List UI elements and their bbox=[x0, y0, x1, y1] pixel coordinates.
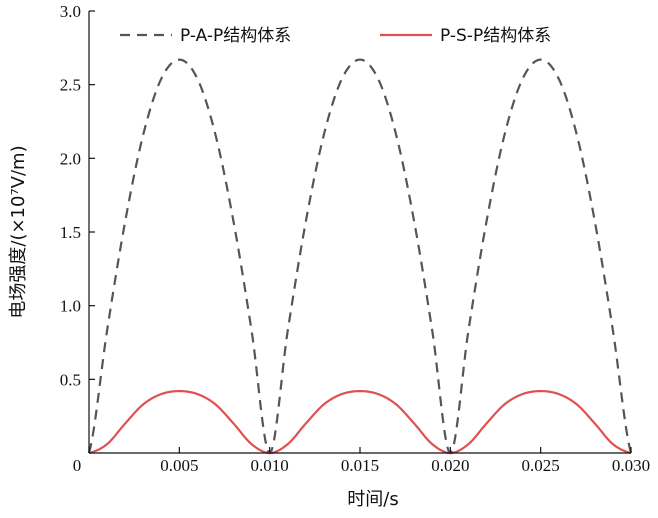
y-ticks: 0.5 1.0 1.5 2.0 2.5 3.0 bbox=[60, 2, 95, 389]
y-tick-label: 2.5 bbox=[60, 76, 81, 95]
series-line-2 bbox=[88, 390, 632, 455]
y-tick-label: 2.0 bbox=[60, 149, 81, 168]
legend-label-1: P-A-P结构体系 bbox=[180, 26, 291, 46]
x-tick-label: 0.020 bbox=[431, 456, 469, 475]
series-line-1 bbox=[87, 58, 633, 455]
legend-label-2: P-S-P结构体系 bbox=[440, 26, 551, 46]
legend: P-A-P结构体系 P-S-P结构体系 bbox=[120, 26, 551, 46]
x-tick-label: 0.015 bbox=[341, 456, 379, 475]
x-axis-title: 时间/s bbox=[347, 489, 398, 510]
origin-label: 0 bbox=[73, 456, 82, 475]
x-tick-label: 0.010 bbox=[251, 456, 289, 475]
y-axis-title: 电场强度/(×10⁷V/m) bbox=[8, 145, 29, 318]
y-tick-label: 0.5 bbox=[60, 370, 81, 389]
axes bbox=[88, 11, 631, 454]
y-tick-label: 1.0 bbox=[60, 297, 81, 316]
plot-area bbox=[87, 58, 633, 455]
y-tick-label: 1.5 bbox=[60, 223, 81, 242]
x-tick-label: 0.005 bbox=[160, 456, 198, 475]
x-tick-label: 0.030 bbox=[612, 456, 650, 475]
y-tick-label: 3.0 bbox=[60, 2, 81, 21]
x-tick-label: 0.025 bbox=[522, 456, 560, 475]
